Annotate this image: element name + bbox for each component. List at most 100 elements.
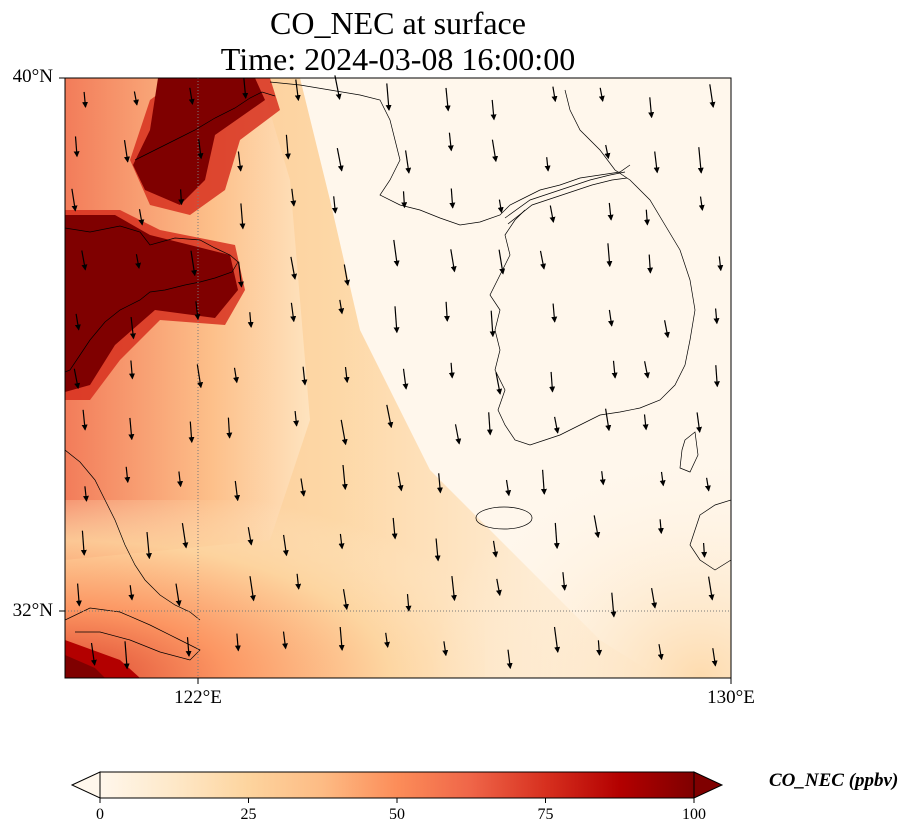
wind-arrow — [185, 637, 192, 657]
wind-arrow — [704, 477, 711, 492]
map-title-line2: Time: 2024-03-08 16:00:00 — [220, 41, 576, 77]
wind-arrow — [196, 364, 204, 389]
wind-arrow — [711, 648, 718, 667]
wind-arrow — [497, 199, 504, 214]
wind-arrow — [284, 134, 291, 160]
colorbar-tick-label: 100 — [682, 806, 706, 823]
wind-arrow — [697, 147, 704, 174]
wind-arrow — [553, 416, 560, 434]
wind-arrow — [393, 239, 400, 267]
wind-arrow — [343, 367, 350, 384]
colorbar-label: CO_NEC (ppbv) — [769, 770, 899, 791]
wind-arrow — [717, 256, 724, 272]
wind-arrow — [249, 576, 256, 602]
wind-arrow — [505, 479, 512, 497]
y-tick-label: 32°N — [12, 600, 53, 621]
wind-arrow — [553, 626, 561, 653]
wind-arrow — [75, 583, 82, 607]
wind-arrow — [178, 189, 185, 206]
wind-arrow — [443, 301, 450, 322]
wind-arrow — [80, 530, 87, 556]
wind-arrow — [124, 466, 131, 484]
wind-arrow — [596, 640, 603, 656]
wind-arrow — [643, 361, 650, 379]
wind-arrow — [506, 649, 513, 670]
wind-arrow — [233, 367, 239, 384]
wind-arrow — [282, 534, 289, 557]
wind-arrow — [342, 589, 349, 611]
colorbar-tick-label: 75 — [537, 806, 554, 823]
wind-arrow — [135, 254, 142, 269]
wind-arrow — [295, 573, 302, 590]
wind-arrow — [128, 585, 135, 601]
wind-arrow — [401, 191, 408, 209]
wind-arrow — [226, 417, 233, 439]
wind-arrow — [447, 132, 454, 152]
wind-arrow — [82, 486, 89, 502]
colorbar-high-extend — [693, 771, 724, 799]
colorbar-low-extend — [70, 771, 101, 799]
wind-arrow — [486, 412, 493, 436]
wind-arrow — [647, 254, 654, 274]
wind-arrow — [551, 86, 558, 103]
wind-arrow — [391, 517, 398, 540]
wind-arrow — [611, 360, 618, 379]
wind-arrow — [442, 641, 449, 657]
wind-arrow — [549, 371, 556, 393]
wind-arrow — [300, 478, 306, 497]
wind-arrow — [331, 196, 338, 214]
y-tick-label: 40°N — [12, 66, 53, 87]
wind-arrow — [145, 532, 152, 560]
wind-arrow — [81, 409, 88, 431]
wind-arrow — [492, 540, 499, 558]
wind-arrow — [659, 471, 666, 487]
wind-arrow — [551, 303, 558, 323]
wind-arrow — [177, 471, 184, 488]
wind-arrow — [495, 578, 502, 597]
wind-arrow — [282, 631, 288, 650]
wind-arrow — [237, 151, 244, 172]
colorbar-tick-label: 0 — [96, 806, 104, 823]
wind-arrow — [598, 87, 605, 102]
wind-arrow — [71, 188, 78, 212]
wind-arrow — [336, 147, 344, 172]
wind-arrow — [642, 414, 649, 431]
wind-arrow — [698, 196, 705, 211]
wind-arrow — [599, 471, 606, 486]
wind-arrow — [449, 188, 456, 209]
wind-arrow — [405, 150, 412, 174]
wind-arrow — [334, 75, 342, 100]
wind-arrow — [657, 519, 664, 535]
wind-arrow — [444, 87, 451, 112]
wind-arrow — [608, 309, 614, 327]
wind-arrow — [133, 91, 139, 106]
wind-arrow — [73, 136, 80, 158]
wind-arrow — [648, 97, 655, 119]
wind-arrow — [498, 249, 506, 275]
wind-arrow — [247, 527, 254, 546]
wind-arrow — [489, 310, 496, 338]
wind-arrow — [448, 362, 455, 379]
wind-arrow — [301, 366, 308, 386]
wind-arrow — [713, 365, 720, 388]
wind-arrow — [607, 202, 614, 221]
wind-arrow — [436, 473, 443, 494]
wind-arrow — [340, 419, 348, 446]
wind-arrow — [713, 308, 720, 325]
wind-arrow — [290, 188, 297, 207]
wind-vectors — [71, 75, 724, 670]
wind-arrow — [175, 583, 182, 607]
wind-arrow — [495, 372, 503, 395]
wind-arrow — [450, 576, 457, 602]
wind-arrow — [242, 77, 249, 99]
wind-arrow — [405, 594, 412, 612]
wind-arrow — [82, 91, 89, 108]
wind-arrow — [90, 642, 97, 666]
wind-arrow — [341, 464, 348, 491]
axis-ticks — [59, 77, 732, 684]
wind-arrow — [657, 644, 664, 661]
gridlines — [65, 78, 731, 678]
wind-arrow — [604, 144, 611, 160]
wind-arrow — [701, 542, 708, 558]
